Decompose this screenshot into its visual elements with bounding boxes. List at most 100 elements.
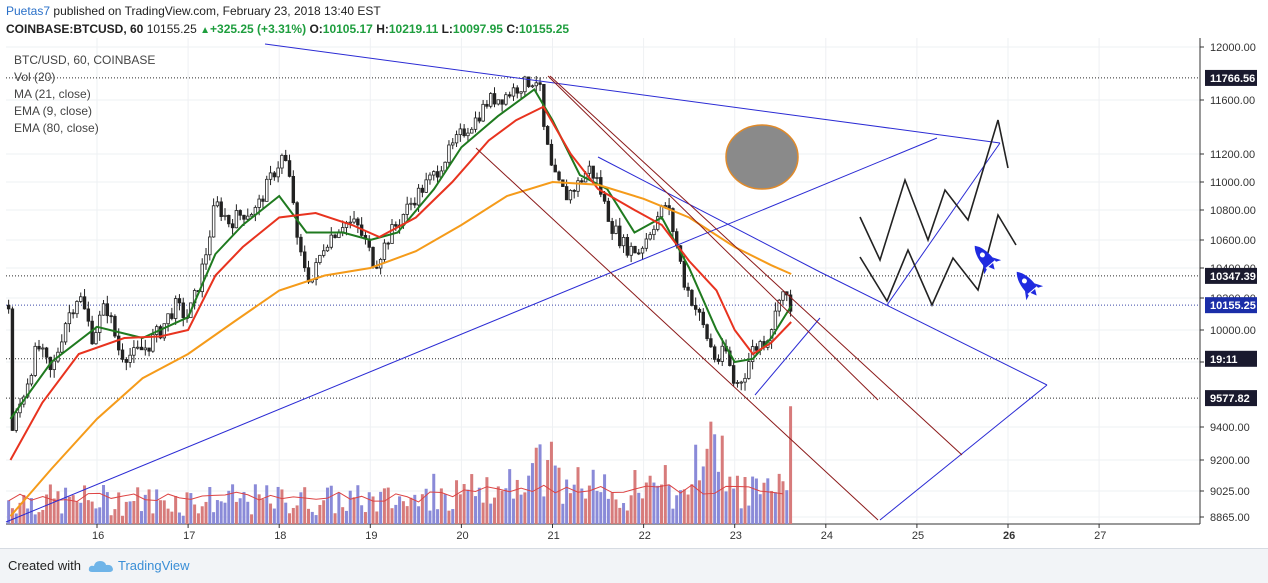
- candle-body: [728, 350, 732, 366]
- candle-body: [291, 175, 296, 204]
- volume-bar: [515, 479, 519, 524]
- candle-body: [416, 187, 421, 206]
- candle-body: [325, 246, 330, 252]
- volume-bar: [394, 504, 398, 524]
- volume-bar: [629, 495, 633, 524]
- volume-bar: [675, 495, 679, 524]
- candle-body: [109, 315, 113, 318]
- trendline-channel-top: [597, 156, 821, 273]
- volume-bar: [652, 482, 656, 524]
- tradingview-cloud-icon: [88, 561, 113, 572]
- candle-body: [405, 203, 409, 215]
- candle-body: [340, 227, 345, 233]
- volume-bar: [227, 490, 231, 524]
- volume-bar: [181, 515, 185, 524]
- candle-body: [663, 205, 668, 207]
- volume-bar: [523, 492, 527, 524]
- candle-body: [371, 246, 375, 268]
- candle-body: [549, 143, 554, 166]
- plot-area[interactable]: [6, 38, 1200, 524]
- volume-bar: [139, 511, 143, 524]
- candle-body: [120, 349, 125, 360]
- volume-bar: [375, 511, 379, 524]
- volume-bar: [83, 485, 87, 524]
- volume-bar: [352, 497, 356, 524]
- candle-body: [265, 178, 269, 202]
- price-chart[interactable]: 12000.00 11600.00 11200.00 11000.00 10800.00…: [0, 38, 1268, 548]
- tradingview-brand-link[interactable]: TradingView: [118, 558, 190, 573]
- volume-bar: [773, 492, 777, 524]
- open-value: 10105.17: [322, 22, 373, 36]
- volume-bar: [735, 475, 739, 524]
- volume-bar: [246, 501, 250, 524]
- volume-bar: [37, 512, 41, 524]
- volume-bar: [641, 498, 645, 524]
- candle-body: [716, 358, 721, 362]
- candle-body: [75, 301, 79, 315]
- candle-body: [511, 87, 516, 97]
- candle-body: [333, 234, 337, 238]
- legend-item-ema80[interactable]: EMA (80, close): [14, 121, 99, 135]
- candle-body: [234, 210, 239, 229]
- candle-body: [553, 164, 557, 173]
- volume-bar: [382, 488, 386, 524]
- volume-bar: [599, 492, 603, 524]
- volume-bar: [344, 510, 348, 524]
- volume-bar: [762, 482, 766, 524]
- chart-header: Puetas7 published on TradingView.com, Fe…: [0, 0, 1268, 40]
- candle-body: [507, 94, 512, 97]
- candle-body: [143, 347, 147, 351]
- candle-body: [94, 332, 98, 345]
- price-badge-label: 11766.56: [1210, 73, 1255, 85]
- candle-body: [485, 103, 489, 107]
- candle-body: [272, 172, 277, 178]
- volume-bar: [67, 496, 71, 524]
- volume-bar: [428, 510, 432, 524]
- candle-body: [690, 289, 694, 306]
- volume-bar: [534, 447, 538, 524]
- legend-item-ma21[interactable]: MA (21, close): [14, 87, 91, 101]
- volume-bar: [265, 485, 269, 524]
- candle-body: [447, 144, 451, 163]
- candle-body: [10, 308, 15, 431]
- candle-body: [473, 117, 478, 130]
- candle-body: [788, 294, 793, 312]
- candle-body: [211, 205, 216, 238]
- volume-bar: [686, 494, 690, 524]
- x-tick-label: 22: [639, 530, 651, 542]
- candle-body: [625, 237, 630, 256]
- volume-bar: [238, 498, 242, 524]
- candle-body: [79, 296, 83, 302]
- volume-bar: [587, 485, 591, 524]
- candle-body: [633, 245, 637, 254]
- volume-bar: [770, 490, 774, 524]
- author-link[interactable]: Puetas7: [6, 4, 51, 18]
- volume-bar: [557, 467, 561, 524]
- legend-item-ema9[interactable]: EMA (9, close): [14, 104, 93, 118]
- close-label: C:: [506, 22, 519, 36]
- candle-body: [545, 126, 550, 145]
- indicator-line: [9, 180, 792, 517]
- legend-item-volume[interactable]: Vol (20): [14, 70, 56, 84]
- x-tick-label: 21: [548, 530, 560, 542]
- volume-bar: [151, 513, 155, 524]
- candle-body: [489, 93, 493, 107]
- volume-bar: [288, 513, 292, 524]
- volume-bar: [299, 492, 303, 524]
- volume-bar: [41, 509, 45, 524]
- candle-body: [60, 341, 64, 353]
- candle-body: [147, 347, 151, 352]
- volume-bar: [401, 501, 405, 524]
- price-badge-label: 10155.25: [1210, 300, 1256, 312]
- candle-body: [773, 310, 778, 330]
- volume-bar: [485, 477, 489, 524]
- volume-bar: [758, 494, 762, 524]
- candle-body: [477, 117, 482, 122]
- volume-bar: [318, 504, 322, 524]
- volume-bar: [105, 492, 109, 524]
- candle-body: [587, 165, 592, 174]
- volume-bar: [622, 503, 626, 524]
- candle-body: [52, 360, 56, 371]
- candle-body: [67, 312, 72, 325]
- volume-bar: [732, 488, 736, 524]
